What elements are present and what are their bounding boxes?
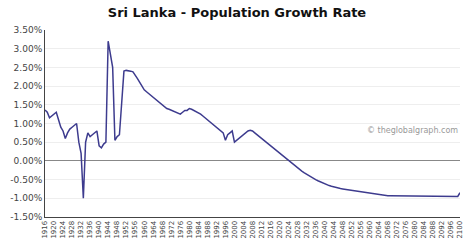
- svg-text:1.50%: 1.50%: [14, 100, 43, 110]
- svg-text:1972: 1972: [168, 221, 176, 239]
- svg-text:2012: 2012: [258, 221, 266, 239]
- svg-text:1992: 1992: [213, 221, 221, 239]
- svg-text:1928: 1928: [68, 221, 76, 239]
- svg-text:1944: 1944: [104, 220, 112, 238]
- svg-text:1920: 1920: [50, 221, 58, 239]
- svg-text:© theglobalgraph.com: © theglobalgraph.com: [367, 126, 458, 135]
- svg-text:2064: 2064: [375, 220, 383, 238]
- svg-text:2092: 2092: [438, 221, 446, 239]
- svg-text:2044: 2044: [330, 220, 338, 238]
- svg-text:1980: 1980: [186, 221, 194, 239]
- svg-text:2072: 2072: [393, 221, 401, 239]
- svg-text:-1.50%: -1.50%: [10, 212, 42, 222]
- svg-text:0.50%: 0.50%: [14, 137, 43, 147]
- svg-text:0.00%: 0.00%: [14, 156, 43, 166]
- svg-text:2080: 2080: [411, 221, 419, 239]
- svg-text:2016: 2016: [267, 220, 275, 238]
- svg-text:1984: 1984: [195, 220, 203, 238]
- svg-text:2.50%: 2.50%: [14, 63, 43, 73]
- svg-text:1936: 1936: [86, 220, 94, 238]
- svg-text:2048: 2048: [339, 221, 347, 239]
- svg-text:2088: 2088: [429, 221, 437, 239]
- svg-text:3.00%: 3.00%: [14, 44, 43, 54]
- svg-text:2052: 2052: [348, 221, 356, 239]
- svg-text:1964: 1964: [150, 220, 158, 238]
- svg-text:1924: 1924: [59, 220, 67, 238]
- svg-text:1968: 1968: [159, 221, 167, 239]
- svg-text:-1.00%: -1.00%: [10, 193, 42, 203]
- svg-text:1956: 1956: [131, 220, 139, 238]
- svg-text:3.50%: 3.50%: [14, 25, 43, 35]
- svg-text:1960: 1960: [141, 221, 149, 239]
- svg-text:2096: 2096: [447, 220, 455, 238]
- svg-text:2004: 2004: [240, 220, 248, 238]
- svg-text:2100: 2100: [456, 221, 464, 239]
- svg-text:2068: 2068: [384, 221, 392, 239]
- svg-text:1.00%: 1.00%: [14, 119, 43, 129]
- svg-text:Sri Lanka - Population Growth: Sri Lanka - Population Growth Rate: [108, 5, 367, 20]
- svg-text:1948: 1948: [113, 221, 121, 239]
- svg-text:1952: 1952: [122, 221, 130, 239]
- svg-text:2028: 2028: [294, 221, 302, 239]
- svg-text:1988: 1988: [204, 221, 212, 239]
- svg-text:2084: 2084: [420, 220, 428, 238]
- svg-text:1932: 1932: [77, 221, 85, 239]
- svg-text:-0.50%: -0.50%: [10, 175, 42, 185]
- svg-text:1996: 1996: [222, 220, 230, 238]
- svg-text:1976: 1976: [177, 220, 185, 238]
- svg-text:1916: 1916: [41, 220, 49, 238]
- svg-text:1940: 1940: [95, 221, 103, 239]
- svg-text:2032: 2032: [303, 221, 311, 239]
- svg-text:2056: 2056: [357, 220, 365, 238]
- svg-text:2024: 2024: [285, 220, 293, 238]
- svg-text:2036: 2036: [312, 220, 320, 238]
- svg-text:2000: 2000: [231, 221, 239, 239]
- svg-text:2.00%: 2.00%: [14, 81, 43, 91]
- svg-text:2020: 2020: [276, 221, 284, 239]
- svg-text:2040: 2040: [321, 221, 329, 239]
- svg-text:2076: 2076: [402, 220, 410, 238]
- svg-text:2060: 2060: [366, 221, 374, 239]
- svg-text:2008: 2008: [249, 221, 257, 239]
